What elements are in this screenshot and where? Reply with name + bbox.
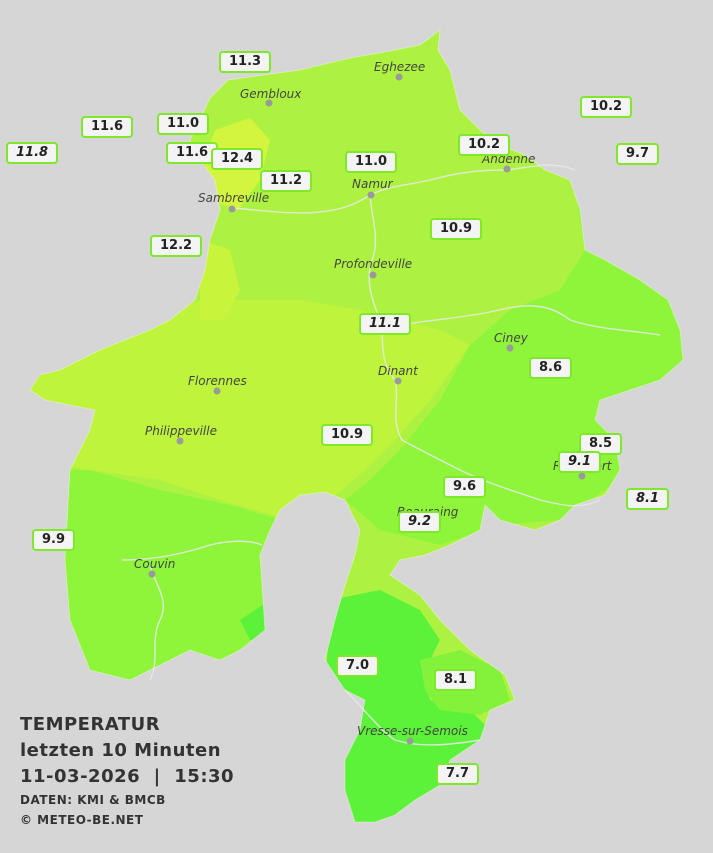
reading-badge: 11.0 (345, 151, 398, 173)
city-dot (506, 344, 514, 352)
temp-zone-hot-2 (200, 240, 240, 320)
province-border (29, 29, 684, 823)
city-dot (503, 165, 511, 173)
city-label-philippeville: Philippeville (145, 424, 217, 438)
reading-badge: 9.9 (32, 529, 76, 551)
reading-badge: 9.6 (443, 476, 487, 498)
reading-badge: 7.7 (436, 763, 480, 785)
city-label-ciney: Ciney (494, 331, 529, 345)
city-label-florennes: Florennes (188, 374, 247, 388)
city-dot (228, 205, 236, 213)
city-label-dinant: Dinant (378, 364, 419, 378)
legend-subtitle: letzten 10 Minuten (20, 740, 222, 761)
reading-badge: 9.2 (398, 511, 442, 533)
reading-badge: 10.2 (458, 134, 511, 156)
reading-badge: 8.6 (529, 357, 573, 379)
city-label-eghezee: Eghezee (374, 60, 425, 74)
map-legend: TEMPERATUR letzten 10 Minuten 11-03-2026… (20, 712, 234, 830)
reading-badge: 10.2 (580, 96, 633, 118)
reading-badge: 7.0 (336, 655, 380, 677)
city-label-vresse-sur-semois: Vresse-sur-Semois (357, 724, 468, 738)
rivers (121, 164, 661, 746)
city-label-sambreville: Sambreville (198, 191, 269, 205)
city-dot (578, 472, 586, 480)
reading-badge: 12.4 (211, 148, 264, 170)
city-dot (213, 387, 221, 395)
city-label-profondeville: Profondeville (334, 257, 412, 271)
reading-badge: 11.6 (81, 116, 134, 138)
reading-badge: 9.1 (558, 451, 602, 473)
reading-badge: 11.1 (359, 313, 412, 335)
legend-datetime: 11-03-2026 | 15:30 (20, 766, 235, 787)
city-dot (369, 271, 377, 279)
reading-badge: 8.1 (434, 669, 478, 691)
reading-badge: 9.7 (616, 143, 660, 165)
city-label-gembloux: Gembloux (240, 87, 302, 101)
reading-badge: 10.9 (321, 424, 374, 446)
city-dot (394, 377, 402, 385)
city-dot (148, 570, 156, 578)
legend-copyright: © METEO-BE.NET (20, 813, 144, 827)
city-dot (395, 73, 403, 81)
reading-badge: 11.8 (6, 142, 59, 164)
reading-badge: 11.0 (157, 113, 210, 135)
reading-badge: 12.2 (150, 235, 203, 257)
city-dot (176, 437, 184, 445)
reading-badge: 8.5 (579, 433, 623, 455)
city-dot (265, 99, 273, 107)
city-dot (406, 737, 414, 745)
city-label-namur: Namur (352, 177, 394, 191)
reading-badge: 10.9 (430, 218, 483, 240)
legend-title: TEMPERATUR (20, 714, 161, 735)
reading-badge: 11.3 (219, 51, 272, 73)
city-dot (367, 191, 375, 199)
legend-source: DATEN: KMI & BMCB (20, 793, 166, 807)
reading-badge: 11.2 (260, 170, 313, 192)
temp-zone-warm (30, 300, 470, 520)
city-label-couvin: Couvin (134, 557, 175, 571)
reading-badge: 8.1 (626, 488, 670, 510)
